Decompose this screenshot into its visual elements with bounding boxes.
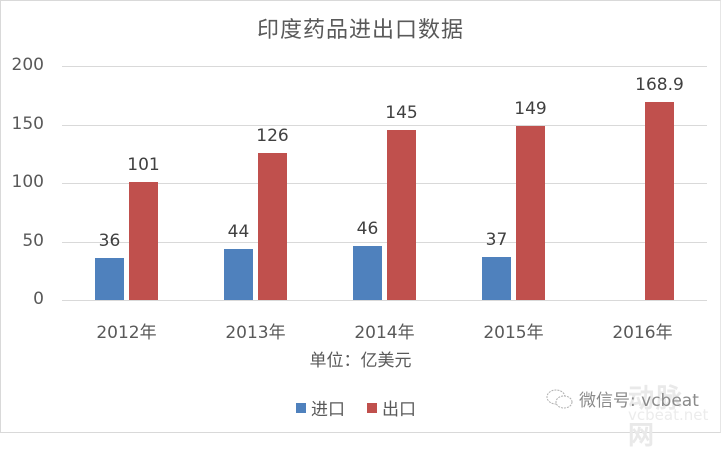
bar-export [129, 181, 158, 300]
legend-label-export: 出口 [382, 400, 416, 420]
x-tick-label: 2015年 [483, 323, 544, 343]
gridline [62, 124, 707, 126]
x-axis-title: 单位：亿美元 [309, 351, 412, 371]
bar-import [482, 256, 511, 300]
data-label: 37 [485, 229, 508, 250]
x-tick-label: 2013年 [225, 323, 286, 343]
data-label: 126 [256, 125, 289, 146]
bar-export [258, 152, 287, 300]
gridline [62, 241, 707, 243]
gridline [62, 183, 707, 184]
x-tick-label: 2012年 [96, 323, 157, 343]
bar-export [645, 102, 674, 300]
watermark: 动脉网 vcbeat.net 微信号: vcbeat [545, 384, 708, 451]
legend-swatch-export [367, 402, 377, 413]
chart-title: 印度药品进出口数据 [256, 18, 464, 43]
x-tick-label: 2016年 [612, 323, 673, 343]
bar-export [387, 130, 416, 300]
data-label: 168.9 [635, 75, 684, 96]
data-label: 149 [514, 98, 547, 119]
wechat-icon [546, 389, 573, 408]
bar-import [353, 246, 382, 300]
y-tick-label: 50 [22, 230, 44, 251]
gridline [62, 66, 707, 67]
data-label: 46 [356, 219, 379, 240]
bar-import [95, 257, 124, 300]
legend-item-export: 出口 [367, 395, 416, 420]
y-tick-label: 0 [33, 289, 44, 309]
data-label: 44 [227, 221, 250, 242]
data-label: 36 [98, 230, 121, 251]
bar-export [516, 125, 545, 300]
gridline [62, 300, 707, 301]
watermark-brand-sub: vcbeat.net [628, 406, 709, 424]
y-tick-label: 100 [11, 172, 44, 192]
data-label: 145 [385, 103, 418, 124]
bar-import [224, 248, 253, 300]
legend-item-import: 进口 [296, 395, 345, 420]
legend-swatch-import [296, 402, 306, 413]
watermark-text: 微信号: vcbeat [579, 391, 699, 411]
y-tick-label: 200 [11, 55, 44, 75]
plot-area: 36 101 44 126 46 145 37 149 168.9 [62, 66, 707, 301]
legend: 进口 出口 [296, 395, 438, 420]
data-label: 101 [127, 154, 160, 175]
legend-label-import: 进口 [311, 400, 345, 420]
y-tick-label: 150 [11, 113, 44, 134]
x-tick-label: 2014年 [354, 323, 415, 343]
